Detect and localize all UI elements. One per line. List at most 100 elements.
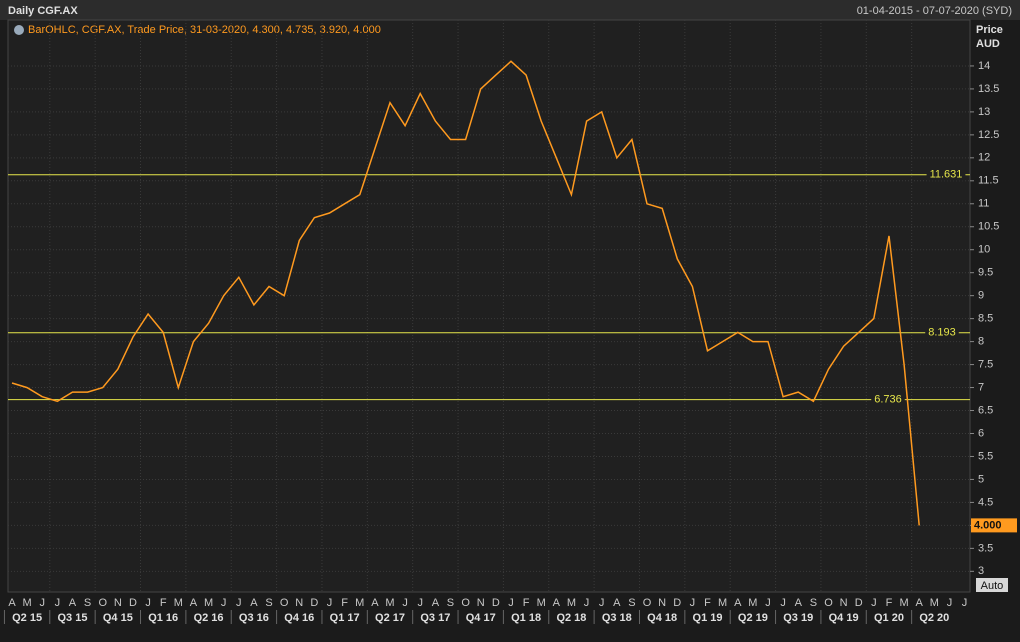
x-month-label: D <box>310 597 318 609</box>
x-month-label: D <box>129 597 137 609</box>
y-tick-label: 5 <box>978 473 984 485</box>
legend-text: BarOHLC, CGF.AX, Trade Price, 31-03-2020… <box>28 24 381 36</box>
x-month-label: M <box>748 597 757 609</box>
x-quarter-label: Q4 18 <box>647 612 677 624</box>
y-axis-label: Price <box>976 24 1003 36</box>
y-tick-label: 11 <box>978 198 989 210</box>
x-month-label: M <box>23 597 32 609</box>
reference-line-label: 6.736 <box>874 394 902 406</box>
x-month-label: J <box>962 597 968 609</box>
y-tick-label: 11.5 <box>978 175 999 187</box>
x-month-label: J <box>584 597 590 609</box>
x-month-label: A <box>371 597 379 609</box>
x-month-label: J <box>236 597 242 609</box>
chart-title: Daily CGF.AX <box>8 5 78 17</box>
x-month-label: D <box>855 597 863 609</box>
x-month-label: J <box>55 597 61 609</box>
y-tick-label: 3 <box>978 565 984 577</box>
x-quarter-label: Q2 15 <box>12 612 42 624</box>
x-month-label: O <box>98 597 107 609</box>
x-month-label: F <box>886 597 893 609</box>
x-quarter-label: Q3 18 <box>602 612 632 624</box>
x-month-label: J <box>402 597 408 609</box>
x-quarter-label: Q3 19 <box>783 612 813 624</box>
x-month-label: J <box>508 597 514 609</box>
x-quarter-label: Q2 17 <box>375 612 405 624</box>
x-month-label: D <box>673 597 681 609</box>
y-tick-label: 12 <box>978 152 990 164</box>
auto-button[interactable] <box>976 578 1008 592</box>
x-month-label: M <box>355 597 364 609</box>
x-month-label: J <box>39 597 45 609</box>
x-quarter-label: Q2 18 <box>556 612 586 624</box>
x-month-label: A <box>190 597 198 609</box>
reference-label-bg <box>925 326 959 339</box>
y-tick-label: 3.5 <box>978 542 993 554</box>
x-month-label: S <box>84 597 91 609</box>
auto-button-label[interactable]: Auto <box>981 580 1004 592</box>
reference-label-bg <box>926 168 966 181</box>
y-tick-label: 13 <box>978 106 990 118</box>
x-month-label: O <box>461 597 470 609</box>
y-tick-label: 6 <box>978 427 984 439</box>
x-month-label: S <box>810 597 817 609</box>
x-month-label: F <box>704 597 711 609</box>
reference-label-bg <box>871 393 905 406</box>
x-month-label: J <box>599 597 605 609</box>
x-quarter-label: Q4 16 <box>284 612 314 624</box>
y-axis-unit: AUD <box>976 38 1000 50</box>
y-tick-label: 7 <box>978 381 984 393</box>
x-month-label: M <box>718 597 727 609</box>
x-month-label: M <box>385 597 394 609</box>
x-month-label: A <box>795 597 803 609</box>
x-month-label: J <box>145 597 151 609</box>
title-bar <box>0 0 1020 20</box>
y-tick-label: 9.5 <box>978 267 993 279</box>
x-month-label: J <box>690 597 696 609</box>
x-month-label: J <box>221 597 227 609</box>
y-tick-label: 12.5 <box>978 129 999 141</box>
x-quarter-label: Q2 20 <box>919 612 949 624</box>
x-month-label: M <box>899 597 908 609</box>
y-tick-label: 6.5 <box>978 404 993 416</box>
legend-icon <box>14 25 24 35</box>
x-month-label: A <box>69 597 77 609</box>
y-tick-label: 10.5 <box>978 221 999 233</box>
x-month-label: O <box>824 597 833 609</box>
x-quarter-label: Q4 15 <box>103 612 133 624</box>
x-quarter-label: Q4 19 <box>829 612 859 624</box>
x-month-label: A <box>613 597 621 609</box>
x-month-label: A <box>250 597 258 609</box>
x-month-label: N <box>840 597 848 609</box>
x-month-label: A <box>734 597 742 609</box>
x-quarter-label: Q3 15 <box>57 612 87 624</box>
y-tick-label: 5.5 <box>978 450 993 462</box>
y-tick-label: 10 <box>978 244 990 256</box>
y-tick-label: 8 <box>978 336 984 348</box>
x-month-label: J <box>327 597 333 609</box>
x-month-label: N <box>658 597 666 609</box>
x-month-label: S <box>265 597 272 609</box>
x-month-label: J <box>780 597 786 609</box>
last-price-box <box>971 518 1017 533</box>
reference-line-label: 8.193 <box>928 327 956 339</box>
x-quarter-label: Q3 17 <box>420 612 450 624</box>
x-month-label: F <box>341 597 348 609</box>
x-quarter-label: Q4 17 <box>466 612 496 624</box>
x-month-label: M <box>174 597 183 609</box>
last-price-label: 4.000 <box>974 519 1002 531</box>
reference-line-label: 11.631 <box>930 169 963 181</box>
x-month-label: F <box>523 597 530 609</box>
y-tick-label: 4.5 <box>978 496 993 508</box>
x-month-label: J <box>947 597 953 609</box>
x-month-label: M <box>204 597 213 609</box>
x-quarter-label: Q2 19 <box>738 612 768 624</box>
x-quarter-label: Q1 17 <box>330 612 360 624</box>
x-month-label: A <box>432 597 440 609</box>
x-month-label: F <box>160 597 167 609</box>
x-month-label: M <box>930 597 939 609</box>
x-month-label: S <box>447 597 454 609</box>
plot-area <box>7 19 971 593</box>
x-month-label: N <box>295 597 303 609</box>
